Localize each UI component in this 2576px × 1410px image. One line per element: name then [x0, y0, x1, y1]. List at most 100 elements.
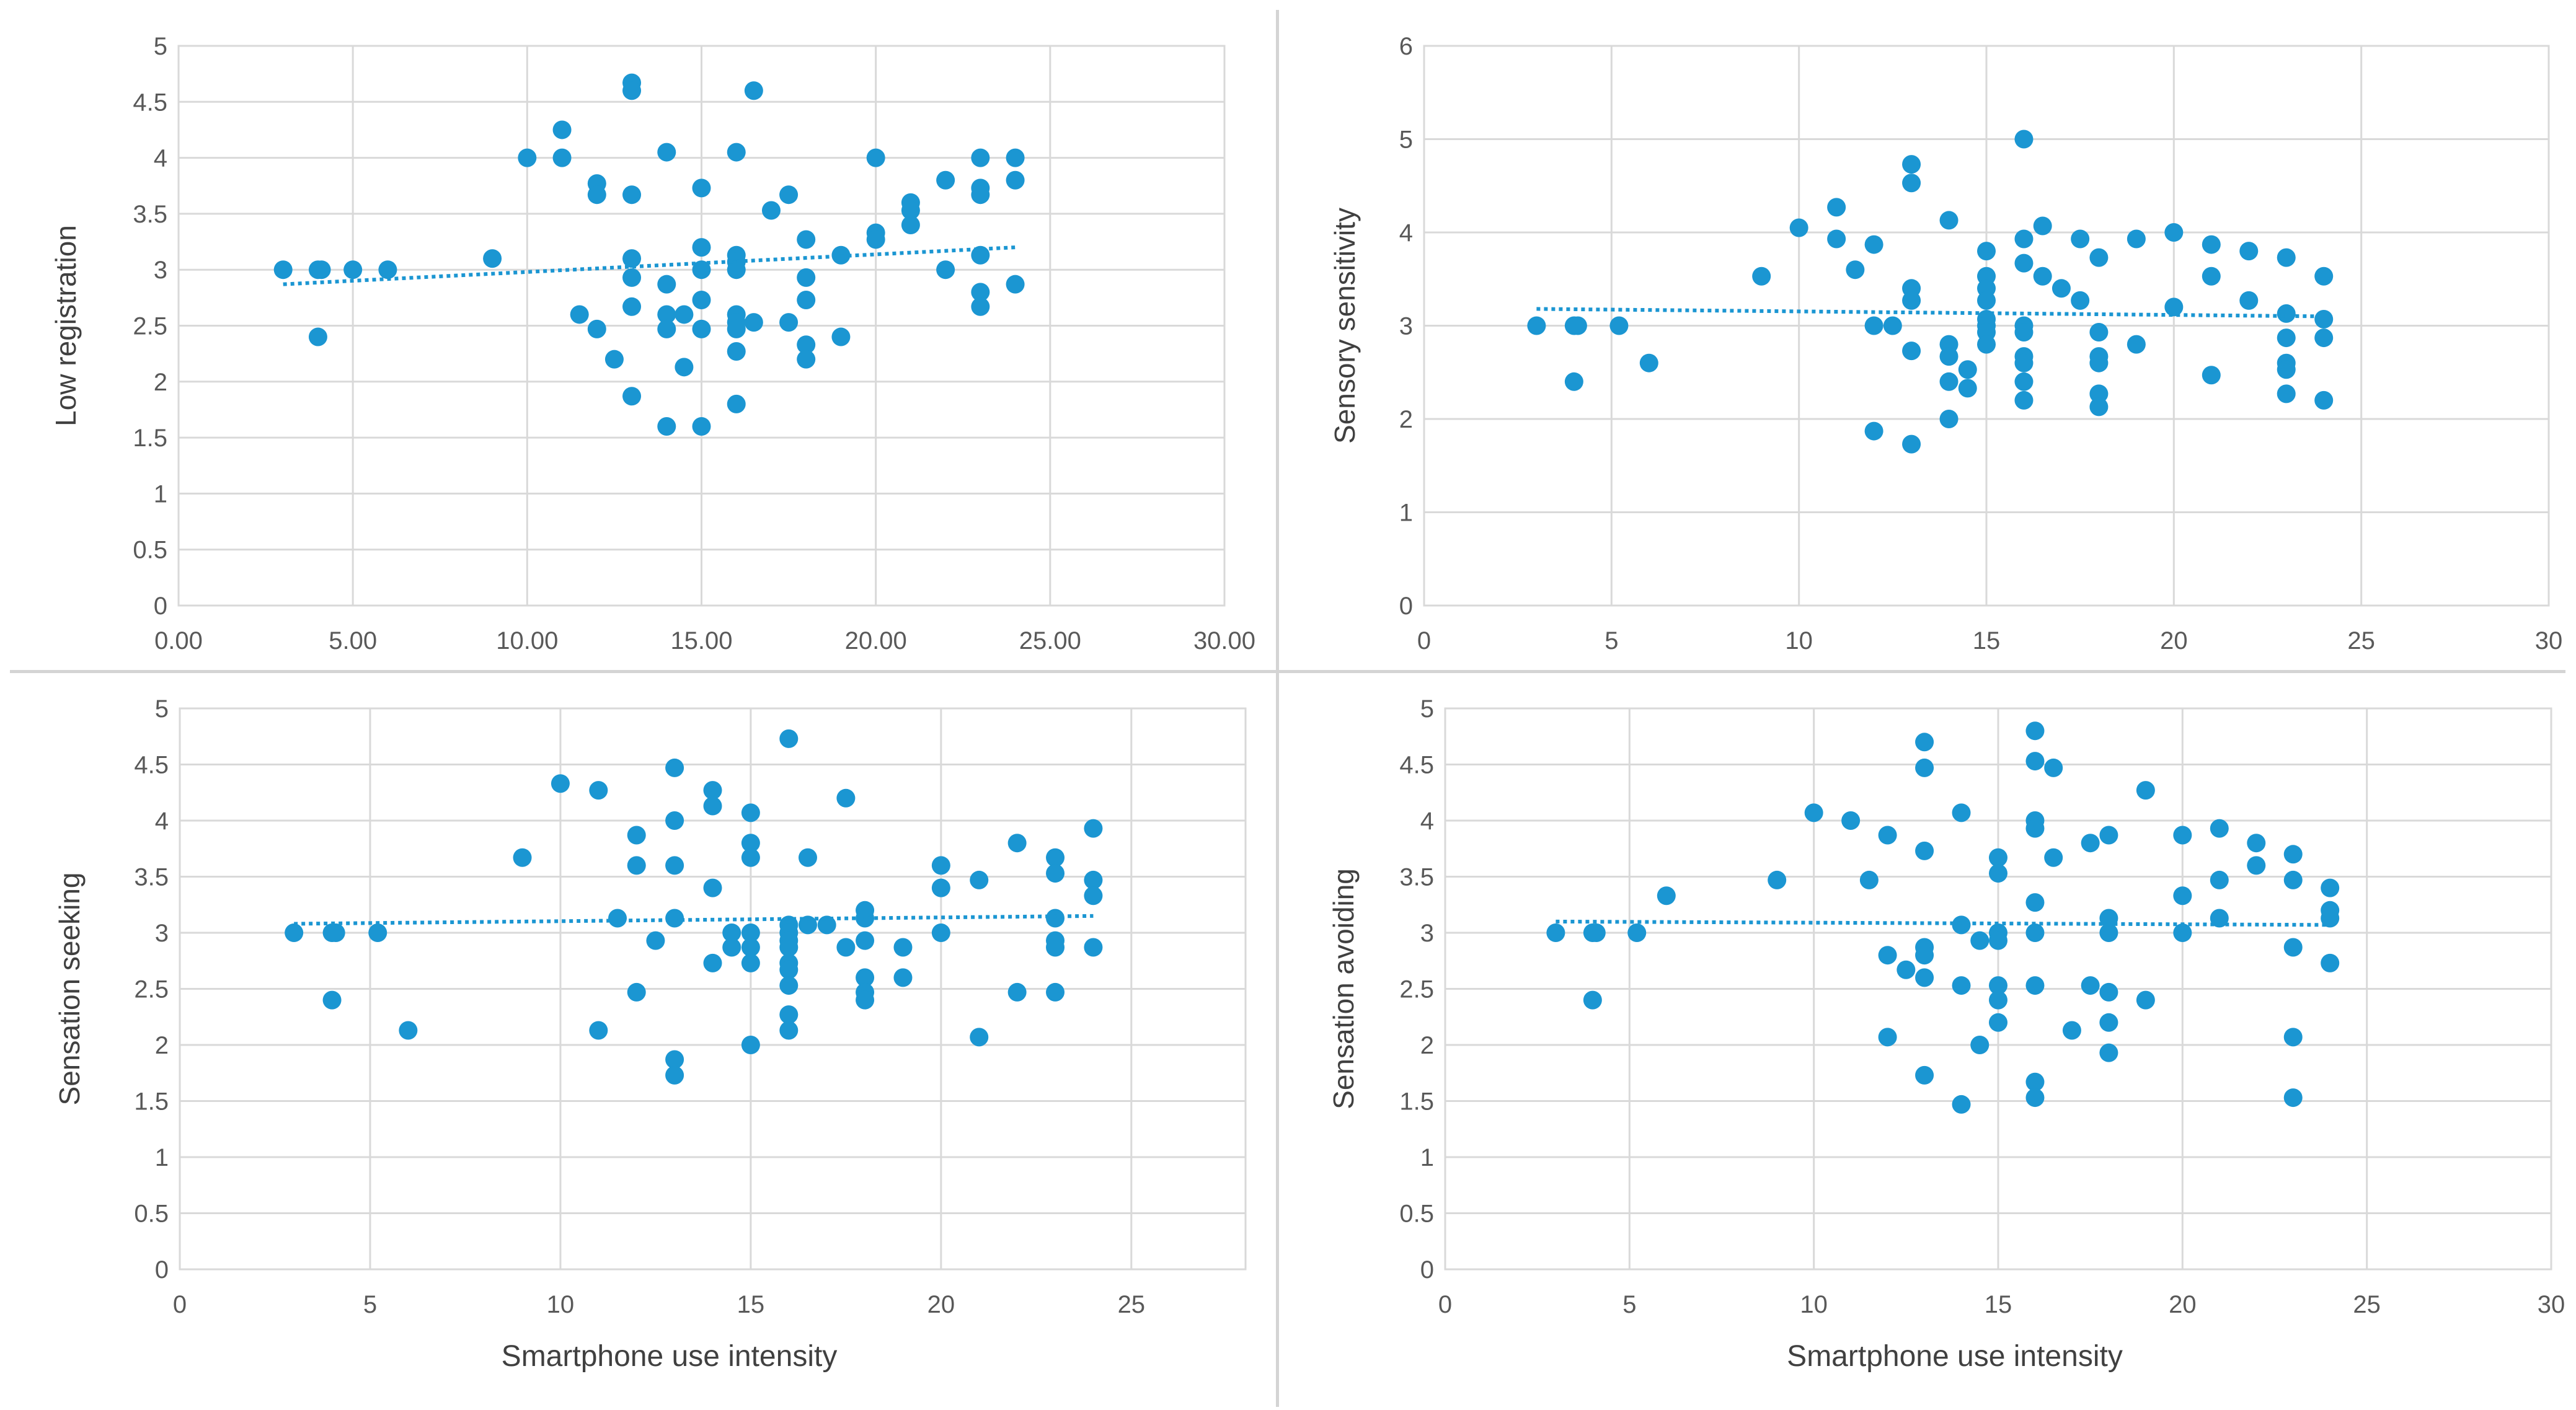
x-tick-label: 0: [173, 1291, 187, 1318]
data-point: [703, 796, 722, 816]
data-point: [2089, 384, 2109, 403]
y-tick-label: 1.5: [1399, 1088, 1434, 1116]
x-tick-label: 15: [1985, 1291, 2012, 1318]
x-tick-label: 20: [927, 1291, 955, 1318]
data-point: [1046, 982, 1065, 1002]
data-point: [2099, 982, 2118, 1002]
data-point: [836, 938, 856, 957]
data-point: [936, 170, 955, 190]
data-point: [627, 826, 646, 845]
data-point: [856, 968, 875, 987]
data-point: [1864, 421, 1883, 441]
x-tick-label: 5: [1622, 1291, 1636, 1318]
y-tick-label: 3.5: [133, 201, 167, 228]
data-point: [2247, 834, 2266, 853]
data-point: [692, 178, 711, 198]
data-point: [622, 81, 642, 100]
data-point: [1564, 372, 1583, 391]
data-point: [343, 260, 363, 280]
data-point: [971, 283, 990, 302]
data-point: [646, 931, 665, 950]
data-point: [589, 781, 608, 800]
x-tick-label: 15.00: [670, 627, 732, 654]
data-point: [779, 1005, 799, 1024]
data-point: [2025, 721, 2045, 741]
data-point: [2277, 384, 2296, 403]
data-point: [2202, 267, 2221, 286]
data-point: [308, 327, 327, 346]
data-point: [1902, 155, 1921, 174]
data-point: [722, 938, 741, 957]
x-tick-label: 30.00: [1193, 627, 1255, 654]
x-tick-label: 0.00: [154, 627, 203, 654]
y-tick-label: 1: [1420, 1144, 1434, 1171]
y-tick-label: 3.5: [134, 864, 169, 891]
data-point: [2089, 397, 2109, 416]
data-point: [2127, 229, 2146, 249]
y-tick-label: 2: [1420, 1032, 1434, 1059]
data-point: [1046, 864, 1065, 883]
data-point: [1915, 733, 1934, 752]
y-axis-title: Sensation avoiding: [1327, 868, 1360, 1109]
data-point: [893, 938, 913, 957]
data-point: [692, 260, 711, 280]
data-point: [589, 1021, 608, 1040]
data-point: [552, 120, 572, 139]
data-point: [2033, 216, 2052, 236]
data-point: [1989, 848, 2007, 867]
y-axis-title: Low registration: [50, 225, 82, 426]
data-point: [2014, 323, 2034, 342]
data-point: [2321, 909, 2340, 928]
data-point: [1546, 923, 1565, 942]
data-point: [675, 358, 694, 377]
data-point: [657, 275, 676, 294]
trendline: [294, 914, 1094, 926]
data-point: [2247, 856, 2266, 875]
data-point: [1915, 758, 1934, 777]
data-point: [518, 148, 537, 167]
data-point: [2277, 360, 2296, 379]
data-point: [1902, 174, 1921, 193]
data-point: [2314, 309, 2334, 328]
data-point: [1587, 923, 1606, 942]
data-point: [2314, 390, 2334, 410]
data-point: [866, 230, 885, 249]
data-point: [622, 297, 642, 316]
x-tick-label: 25: [2347, 627, 2375, 654]
data-point: [622, 268, 642, 287]
y-tick-label: 4.5: [1399, 752, 1434, 779]
y-tick-label: 3.5: [1399, 864, 1434, 891]
data-point: [2025, 923, 2045, 942]
data-point: [2283, 845, 2303, 864]
data-point: [2014, 229, 2034, 249]
data-point: [727, 394, 746, 413]
data-point: [1084, 938, 1103, 957]
data-point: [1046, 909, 1065, 928]
data-point: [2136, 990, 2155, 1010]
data-point: [971, 148, 990, 167]
y-tick-label: 4: [1399, 219, 1413, 247]
trendline: [283, 245, 1016, 286]
data-point: [2210, 909, 2229, 928]
data-point: [1527, 316, 1546, 335]
chart-sensation-avoiding: 0 0.5 1 1.5 2 2.5 3 3.5 4 4.5 5 0 5 10 15 20 25 30 Sensati…: [1327, 695, 2565, 1373]
data-point: [1752, 267, 1771, 286]
data-point: [703, 781, 722, 800]
data-point: [1006, 275, 1025, 294]
data-point: [483, 249, 502, 268]
data-point: [552, 148, 572, 167]
data-point: [703, 953, 722, 972]
data-point: [2071, 229, 2090, 249]
data-point: [779, 729, 799, 748]
x-tick-label: 25.00: [1019, 627, 1081, 654]
data-point: [608, 909, 627, 928]
data-point: [1958, 360, 1977, 379]
data-point: [1939, 410, 1959, 428]
data-point: [2321, 878, 2340, 897]
data-point: [1864, 235, 1883, 254]
data-point: [657, 417, 676, 436]
data-point: [2164, 223, 2184, 242]
data-point: [1007, 834, 1027, 853]
data-point: [692, 238, 711, 257]
data-point: [657, 305, 676, 324]
